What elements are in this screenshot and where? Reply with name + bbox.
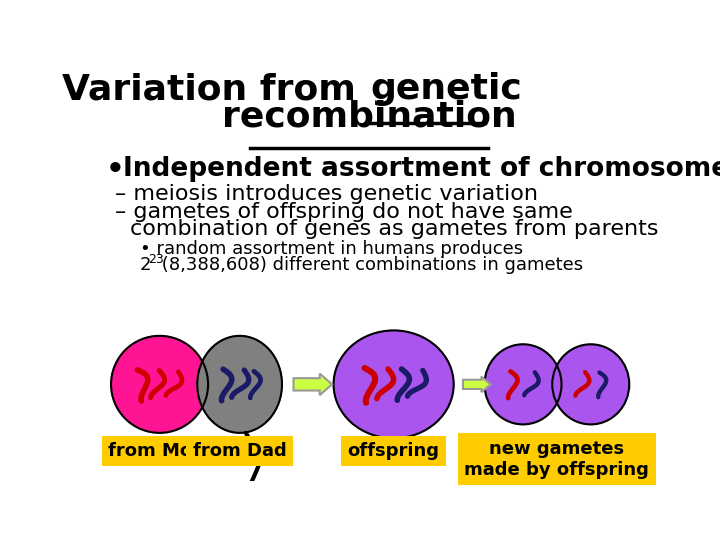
Ellipse shape <box>552 345 629 424</box>
Text: recombination: recombination <box>222 99 516 133</box>
Text: 23: 23 <box>148 253 163 266</box>
Text: • random assortment in humans produces: • random assortment in humans produces <box>140 240 523 258</box>
Text: offspring: offspring <box>348 442 440 460</box>
Text: (8,388,608) different combinations in gametes: (8,388,608) different combinations in ga… <box>156 256 584 274</box>
Ellipse shape <box>111 336 208 433</box>
FancyArrow shape <box>463 377 490 392</box>
Ellipse shape <box>333 330 454 438</box>
Text: new gametes
made by offspring: new gametes made by offspring <box>464 440 649 478</box>
Text: Variation from: Variation from <box>63 72 369 106</box>
Ellipse shape <box>197 336 282 433</box>
Text: from Mom: from Mom <box>108 442 211 460</box>
Ellipse shape <box>485 345 562 424</box>
Text: 2: 2 <box>140 256 151 274</box>
Text: – meiosis introduces genetic variation: – meiosis introduces genetic variation <box>115 184 538 204</box>
Text: combination of genes as gametes from parents: combination of genes as gametes from par… <box>130 219 659 239</box>
Text: Independent assortment of chromosomes: Independent assortment of chromosomes <box>122 156 720 181</box>
FancyArrow shape <box>294 374 332 395</box>
Text: •: • <box>106 156 125 184</box>
Text: genetic: genetic <box>371 72 522 106</box>
Text: from Dad: from Dad <box>193 442 287 460</box>
Text: – gametes of offspring do not have same: – gametes of offspring do not have same <box>115 202 572 222</box>
